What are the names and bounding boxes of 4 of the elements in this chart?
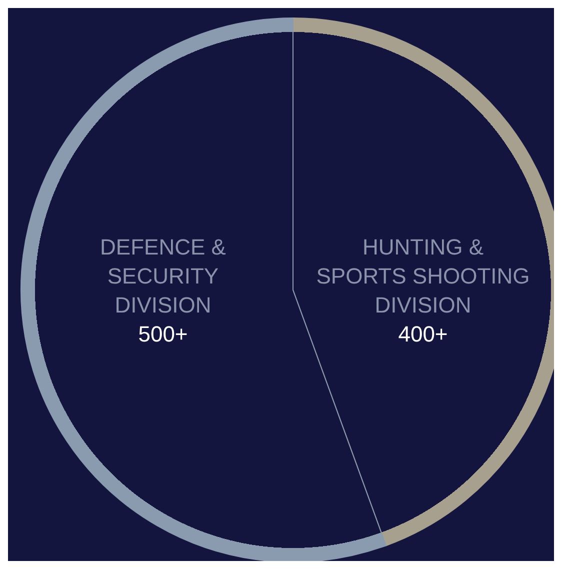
data-label: 500+ [138, 322, 188, 346]
data-label: 400+ [398, 322, 448, 346]
slice-label: DEFENCE & SECURITY DIVISION [100, 234, 226, 318]
slice-label: HUNTING & SPORTS SHOOTING DIVISION [316, 234, 530, 318]
